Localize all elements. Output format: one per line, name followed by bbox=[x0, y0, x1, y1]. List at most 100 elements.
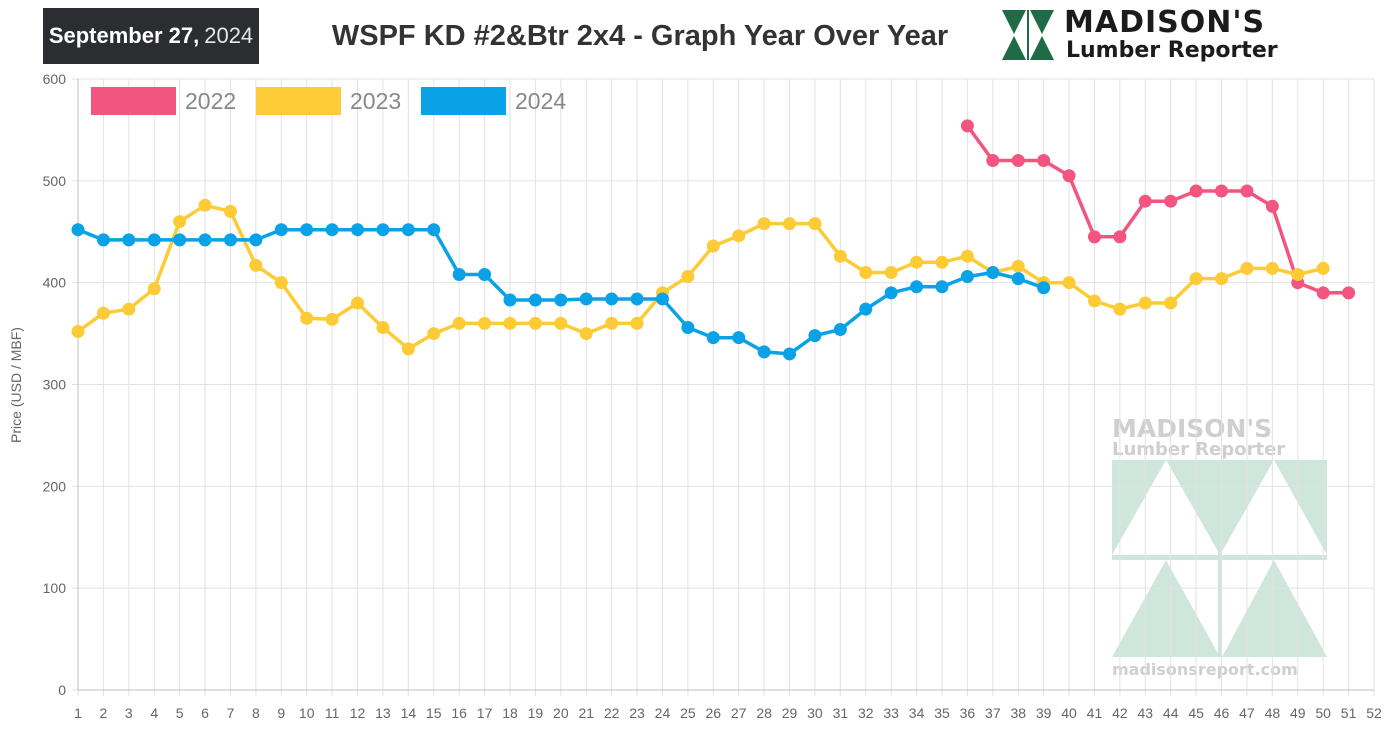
data-point bbox=[1138, 194, 1152, 208]
data-point bbox=[401, 342, 415, 356]
data-point bbox=[1342, 286, 1356, 300]
data-point bbox=[122, 302, 136, 316]
data-point bbox=[579, 292, 593, 306]
data-point bbox=[198, 233, 212, 247]
data-point bbox=[96, 233, 110, 247]
x-tick-label: 21 bbox=[578, 705, 594, 721]
data-point bbox=[986, 153, 1000, 167]
data-point bbox=[1113, 230, 1127, 244]
y-tick-label: 400 bbox=[43, 275, 67, 291]
data-point bbox=[1240, 261, 1254, 275]
data-point bbox=[1240, 184, 1254, 198]
data-point bbox=[808, 217, 822, 231]
data-point bbox=[1037, 281, 1051, 295]
y-tick-label: 300 bbox=[43, 377, 67, 393]
x-tick-label: 15 bbox=[426, 705, 442, 721]
data-point bbox=[859, 265, 873, 279]
x-tick-label: 47 bbox=[1239, 705, 1255, 721]
x-tick-label: 38 bbox=[1010, 705, 1026, 721]
data-point bbox=[1062, 169, 1076, 183]
data-point bbox=[884, 286, 898, 300]
data-point bbox=[630, 292, 644, 306]
data-point bbox=[325, 223, 339, 237]
data-point bbox=[681, 270, 695, 284]
x-tick-label: 42 bbox=[1112, 705, 1128, 721]
data-point bbox=[122, 233, 136, 247]
data-point bbox=[960, 270, 974, 284]
x-tick-label: 44 bbox=[1163, 705, 1179, 721]
data-point bbox=[554, 293, 568, 307]
x-tick-label: 4 bbox=[150, 705, 158, 721]
data-point bbox=[884, 265, 898, 279]
data-point bbox=[1011, 153, 1025, 167]
x-tick-label: 32 bbox=[858, 705, 874, 721]
date-month-day: September 27, bbox=[48, 23, 200, 48]
data-point bbox=[478, 268, 492, 282]
data-point bbox=[1037, 153, 1051, 167]
data-point bbox=[655, 292, 669, 306]
x-tick-label: 23 bbox=[629, 705, 645, 721]
x-tick-label: 29 bbox=[782, 705, 798, 721]
x-tick-label: 33 bbox=[883, 705, 899, 721]
logo-name: MADISON'S bbox=[1064, 5, 1266, 40]
data-point bbox=[274, 276, 288, 290]
data-point bbox=[986, 265, 1000, 279]
x-tick-label: 40 bbox=[1061, 705, 1077, 721]
data-point bbox=[706, 239, 720, 253]
data-point bbox=[528, 293, 542, 307]
data-point bbox=[605, 292, 619, 306]
x-tick-label: 51 bbox=[1341, 705, 1357, 721]
data-point bbox=[808, 329, 822, 343]
x-tick-label: 43 bbox=[1138, 705, 1154, 721]
data-point bbox=[1087, 294, 1101, 308]
x-tick-label: 52 bbox=[1366, 705, 1382, 721]
x-tick-label: 3 bbox=[125, 705, 133, 721]
data-point bbox=[376, 223, 390, 237]
y-tick-label: 500 bbox=[43, 173, 67, 189]
data-point bbox=[732, 229, 746, 243]
data-point bbox=[223, 233, 237, 247]
data-point bbox=[223, 204, 237, 218]
data-point bbox=[1316, 261, 1330, 275]
y-tick-label: 100 bbox=[43, 580, 67, 596]
data-point bbox=[503, 316, 517, 330]
x-tick-label: 35 bbox=[934, 705, 950, 721]
x-tick-label: 49 bbox=[1290, 705, 1306, 721]
x-tick-label: 13 bbox=[375, 705, 391, 721]
data-point bbox=[427, 223, 441, 237]
data-point bbox=[1291, 268, 1305, 282]
watermark-triangle bbox=[1112, 560, 1220, 657]
data-point bbox=[1011, 272, 1025, 286]
data-point bbox=[300, 311, 314, 325]
data-point bbox=[71, 325, 85, 339]
legend-label: 2024 bbox=[515, 88, 566, 114]
data-point bbox=[198, 198, 212, 212]
data-point bbox=[452, 268, 466, 282]
x-tick-label: 28 bbox=[756, 705, 772, 721]
x-tick-label: 22 bbox=[604, 705, 620, 721]
data-point bbox=[1316, 286, 1330, 300]
watermark-triangle bbox=[1222, 560, 1327, 657]
x-tick-label: 46 bbox=[1214, 705, 1230, 721]
x-tick-label: 37 bbox=[985, 705, 1001, 721]
x-tick-label: 19 bbox=[528, 705, 544, 721]
date-badge: September 27, 2024 bbox=[43, 8, 259, 64]
chart-series bbox=[71, 119, 1356, 361]
data-point bbox=[783, 217, 797, 231]
data-point bbox=[732, 331, 746, 345]
data-point bbox=[605, 316, 619, 330]
x-tick-label: 1 bbox=[74, 705, 82, 721]
chart-title: WSPF KD #2&Btr 2x4 - Graph Year Over Yea… bbox=[331, 19, 949, 52]
data-point bbox=[249, 233, 263, 247]
data-point bbox=[783, 347, 797, 361]
data-point bbox=[1215, 272, 1229, 286]
data-point bbox=[935, 255, 949, 269]
x-tick-label: 20 bbox=[553, 705, 569, 721]
x-tick-label: 34 bbox=[909, 705, 925, 721]
x-tick-label: 36 bbox=[960, 705, 976, 721]
series-line bbox=[965, 124, 1349, 295]
data-point bbox=[1011, 259, 1025, 273]
data-point bbox=[579, 327, 593, 341]
x-tick-label: 2 bbox=[100, 705, 108, 721]
